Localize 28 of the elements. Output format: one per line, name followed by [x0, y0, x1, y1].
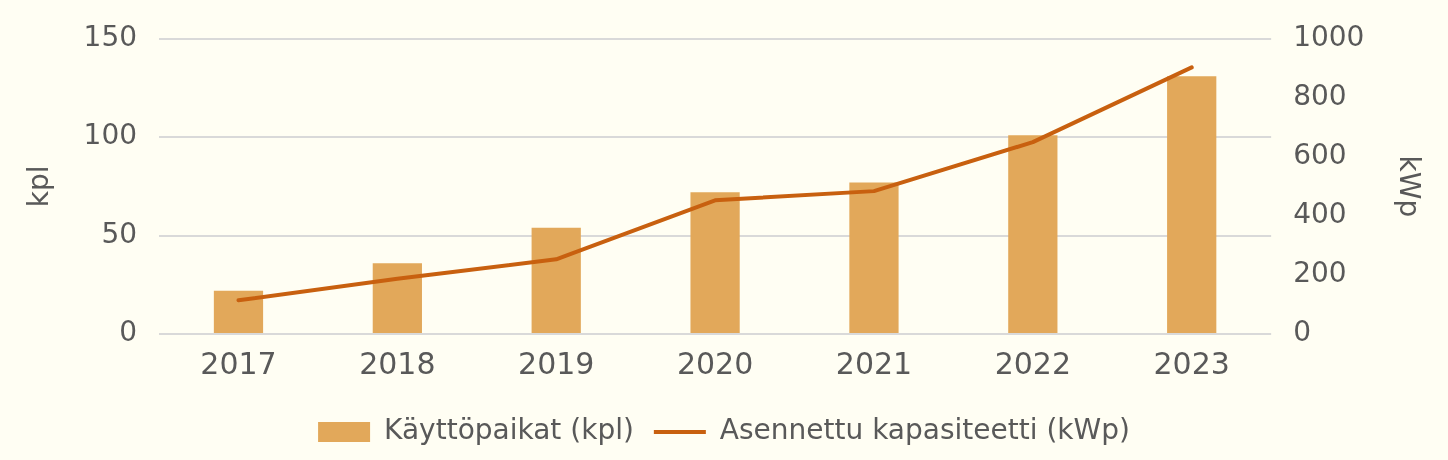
- x-tick-label: 2018: [359, 345, 436, 381]
- y-tick-label: 150: [83, 20, 138, 54]
- x-tick-label: 2023: [1153, 345, 1230, 381]
- x-tick-label: 2017: [200, 345, 277, 381]
- x-tick-label: 2020: [676, 345, 754, 381]
- x-tick-label: 2021: [835, 345, 913, 381]
- legend-label: Asennettu kapasiteetti (kWp): [719, 413, 1130, 447]
- y-tick-label: 100: [83, 118, 138, 152]
- y-tick-label: 0: [119, 315, 138, 349]
- legend-label: Käyttöpaikat (kpl): [384, 413, 634, 447]
- bar: [1008, 135, 1058, 333]
- y2-tick-label: 400: [1293, 197, 1347, 231]
- bar: [372, 263, 422, 333]
- y-tick-label: 50: [101, 216, 138, 250]
- bar: [1167, 76, 1217, 333]
- bar: [531, 227, 581, 333]
- y2-tick-label: 0: [1293, 315, 1311, 349]
- x-tick-label: 2019: [518, 345, 595, 381]
- bar: [213, 290, 264, 333]
- y2-tick-label: 1000: [1293, 20, 1365, 54]
- y2-tick-label: 800: [1293, 79, 1347, 113]
- bar: [690, 192, 740, 333]
- y2-tick-label: 600: [1293, 138, 1347, 172]
- bar: [849, 182, 899, 333]
- y2-axis-title: kWp: [1392, 155, 1426, 218]
- y2-tick-label: 200: [1293, 256, 1347, 290]
- x-tick-label: 2022: [994, 345, 1072, 381]
- y-axis-title: kpl: [22, 165, 56, 208]
